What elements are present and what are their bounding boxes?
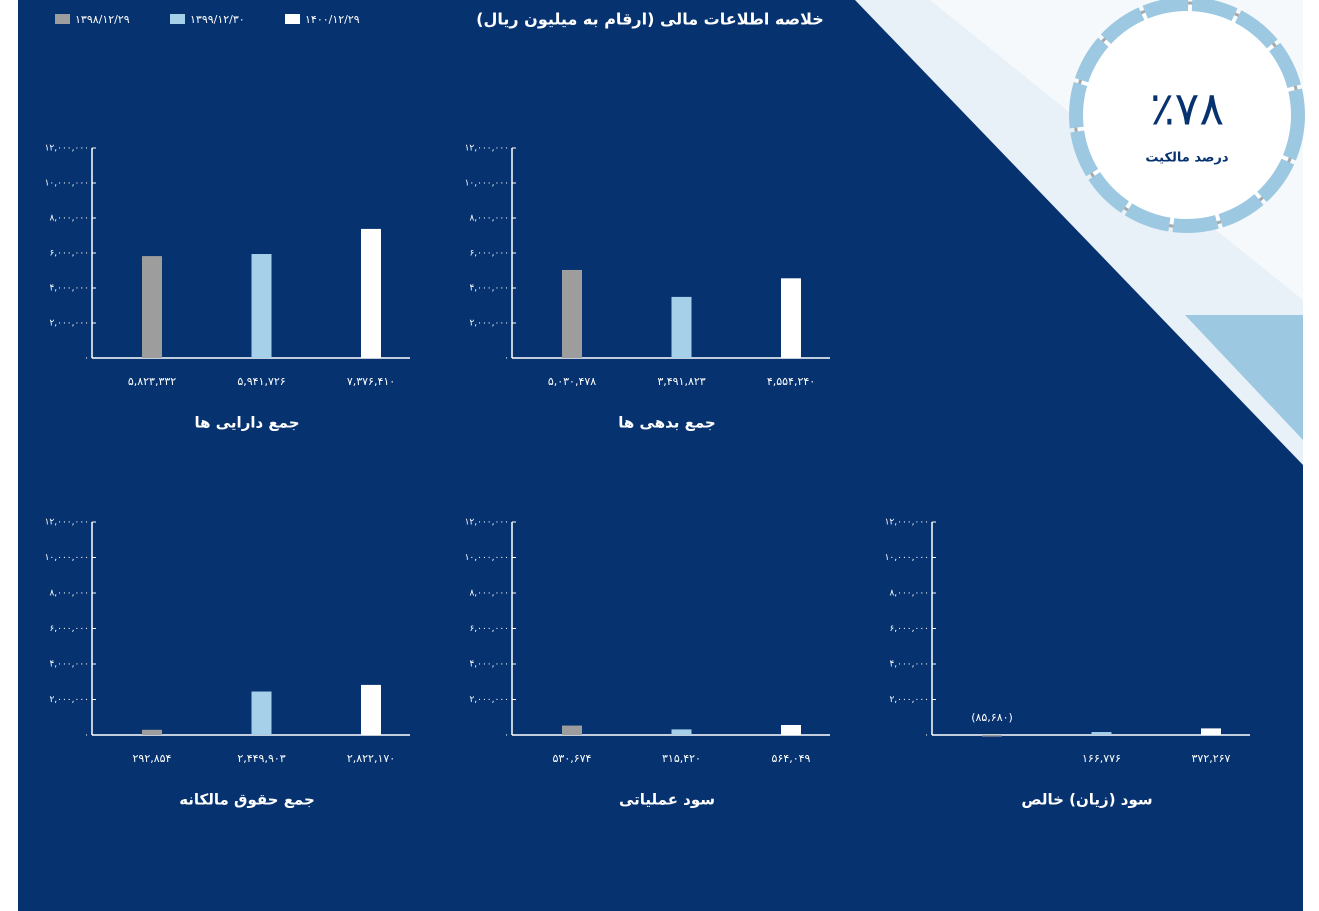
header-title: خلاصه اطلاعات مالی (ارقام به میلیون ریال… [476,10,824,29]
value-label: ۴,۵۵۴,۲۴۰ [767,375,815,388]
value-label: ۳۷۲,۲۶۷ [1192,752,1231,765]
chart-title: سود عملیاتی [619,791,715,809]
y-tick-label: ۰ [924,731,929,741]
y-tick-label: ۸,۰۰۰,۰۰۰ [889,589,929,599]
ownership-ring [1069,0,1305,233]
bar [671,729,692,735]
value-label: ۳۱۵,۴۲۰ [662,752,701,765]
value-label: ۳,۴۹۱,۸۲۳ [657,375,705,388]
bar [361,684,381,735]
value-label: ۵,۸۲۳,۳۳۲ [128,375,176,388]
y-tick-label: ۲,۰۰۰,۰۰۰ [49,319,89,329]
chart-title: جمع دارایی ها [194,414,299,432]
y-tick-label: ۶,۰۰۰,۰۰۰ [469,249,509,259]
legend-swatch [170,14,185,24]
y-tick-label: ۲,۰۰۰,۰۰۰ [469,319,509,329]
bar [251,254,272,358]
value-label: ۵,۰۳۰,۴۷۸ [548,375,596,388]
y-tick-label: ۲,۰۰۰,۰۰۰ [49,695,89,705]
value-label: ۵۳۰,۶۷۴ [553,752,592,765]
y-tick-label: ۰ [504,731,509,741]
value-label: ۷,۳۷۶,۴۱۰ [347,375,395,388]
bar [562,269,582,358]
y-tick-label: ۲,۰۰۰,۰۰۰ [469,695,509,705]
value-label: ۲۹۲,۸۵۴ [133,752,172,765]
bar [142,729,162,735]
y-tick-label: ۶,۰۰۰,۰۰۰ [49,624,89,634]
value-label: ۲,۴۴۹,۹۰۳ [237,752,285,765]
chart-title: جمع حقوق مالکانه [179,791,315,809]
value-label: ۵,۹۴۱,۷۲۶ [237,375,285,388]
y-tick-label: ۱۰,۰۰۰,۰۰۰ [45,553,89,563]
y-tick-label: ۱۲,۰۰۰,۰۰۰ [45,144,89,154]
y-tick-label: ۰ [504,354,509,364]
bar [562,725,582,735]
y-tick-label: ۶,۰۰۰,۰۰۰ [469,624,509,634]
legend-swatch [285,14,300,24]
legend-swatch [55,14,70,24]
y-tick-label: ۸,۰۰۰,۰۰۰ [49,589,89,599]
bar [142,256,162,358]
y-tick-label: ۱۲,۰۰۰,۰۰۰ [465,144,509,154]
y-tick-label: ۱۰,۰۰۰,۰۰۰ [45,179,89,189]
bar [781,724,801,735]
bar [781,278,801,358]
value-label: ۱۶۶,۷۷۶ [1082,752,1121,765]
legend-label: ۱۴۰۰/۱۲/۲۹ [305,13,360,26]
value-label: ۲,۸۲۲,۱۷۰ [347,752,395,765]
chart-title: جمع بدهی ها [618,414,715,432]
chart-title: سود (زیان) خالص [1021,791,1152,809]
y-tick-label: ۱۰,۰۰۰,۰۰۰ [465,179,509,189]
bar [361,228,381,358]
y-tick-label: ۱۲,۰۰۰,۰۰۰ [45,518,89,528]
corner-triangle [1185,315,1303,440]
y-tick-label: ۱۰,۰۰۰,۰۰۰ [465,553,509,563]
y-tick-label: ۱۲,۰۰۰,۰۰۰ [885,518,929,528]
value-label: (۸۵,۶۸۰) [971,711,1013,724]
y-tick-label: ۴,۰۰۰,۰۰۰ [469,660,509,670]
y-tick-label: ۶,۰۰۰,۰۰۰ [49,249,89,259]
bar [1201,728,1221,735]
bar [982,735,1002,737]
y-tick-label: ۱۰,۰۰۰,۰۰۰ [885,553,929,563]
y-tick-label: ۲,۰۰۰,۰۰۰ [889,695,929,705]
legend-label: ۱۳۹۸/۱۲/۲۹ [75,13,130,26]
y-tick-label: ۱۲,۰۰۰,۰۰۰ [465,518,509,528]
value-label: ۵۶۴,۰۴۹ [772,752,811,765]
ownership-value: ٪۷۸ [1150,82,1224,136]
ownership-label: درصد مالکیت [1145,151,1229,166]
y-tick-label: ۸,۰۰۰,۰۰۰ [49,214,89,224]
y-tick-label: ۸,۰۰۰,۰۰۰ [469,214,509,224]
y-tick-label: ۴,۰۰۰,۰۰۰ [49,284,89,294]
y-tick-label: ۴,۰۰۰,۰۰۰ [469,284,509,294]
y-tick-label: ۰ [84,731,89,741]
y-tick-label: ۴,۰۰۰,۰۰۰ [889,660,929,670]
y-tick-label: ۸,۰۰۰,۰۰۰ [469,589,509,599]
legend-label: ۱۳۹۹/۱۲/۳۰ [190,13,245,26]
bar [251,691,272,735]
y-tick-label: ۰ [84,354,89,364]
y-tick-label: ۴,۰۰۰,۰۰۰ [49,660,89,670]
bar [671,296,692,358]
y-tick-label: ۶,۰۰۰,۰۰۰ [889,624,929,634]
bar [1091,732,1112,735]
